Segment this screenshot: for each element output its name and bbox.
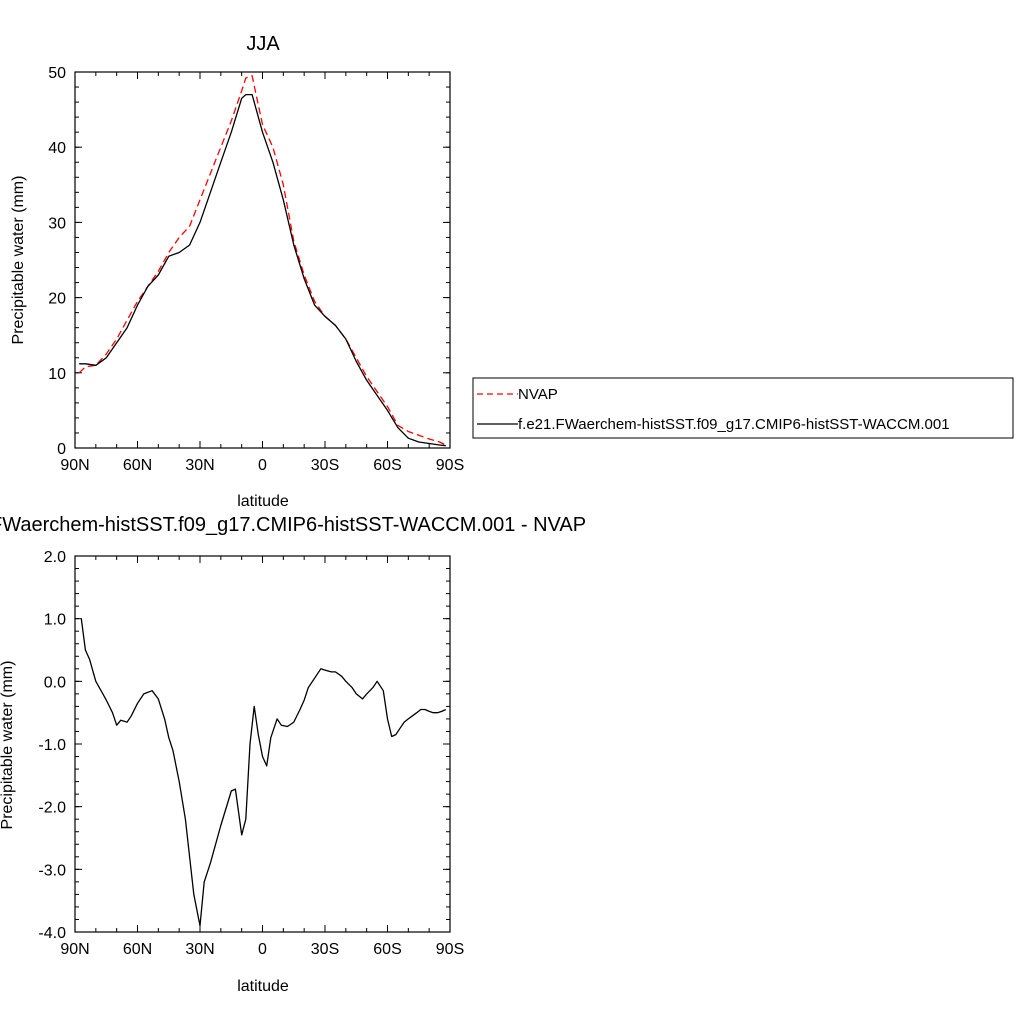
x-tick-label: 30N xyxy=(185,941,214,958)
chart-title: JJA xyxy=(246,33,280,55)
x-tick-label: 0 xyxy=(258,457,267,474)
y-tick-label: 2.0 xyxy=(44,549,66,566)
y-tick-label: -2.0 xyxy=(38,800,66,817)
plot-frame xyxy=(74,71,451,449)
y-tick-label: 0.0 xyxy=(44,674,66,691)
series-line-1 xyxy=(80,618,447,927)
y-tick-label: 20 xyxy=(48,291,66,308)
y-tick-label: 40 xyxy=(48,140,66,157)
y-tick-label: 1.0 xyxy=(44,612,66,629)
y-tick-label: -3.0 xyxy=(38,862,66,879)
x-tick-label: 30N xyxy=(185,457,214,474)
x-tick-label: 60S xyxy=(373,941,401,958)
x-tick-label: 90S xyxy=(436,941,464,958)
difference-chart-title: f.e21.FWaerchem-histSST.f09_g17.CMIP6-hi… xyxy=(0,514,586,536)
series-line-1 xyxy=(78,75,447,446)
y-axis-label: Precipitable water (mm) xyxy=(0,661,16,830)
x-tick-label: 30S xyxy=(311,941,339,958)
y-tick-label: 50 xyxy=(48,65,66,82)
x-tick-label: 90S xyxy=(436,457,464,474)
y-tick-label: 30 xyxy=(48,215,66,232)
x-tick-label: 60S xyxy=(373,457,401,474)
plot-frame xyxy=(74,555,451,933)
x-axis-label: latitude xyxy=(237,493,289,510)
y-axis-label: Precipitable water (mm) xyxy=(10,176,27,345)
x-tick-label: 60N xyxy=(123,941,152,958)
panel-bottom-chart: f.e21.FWaerchem-histSST.f09_g17.CMIP6-hi… xyxy=(0,514,586,995)
x-tick-label: 90N xyxy=(60,941,89,958)
y-tick-label: 10 xyxy=(48,366,66,383)
x-tick-label: 30S xyxy=(311,457,339,474)
x-tick-label: 90N xyxy=(60,457,89,474)
y-tick-label: -4.0 xyxy=(38,925,66,942)
y-tick-label: 0 xyxy=(57,441,66,458)
y-tick-label: -1.0 xyxy=(38,737,66,754)
legend-label-nvap: NVAP xyxy=(518,386,558,403)
x-tick-label: 0 xyxy=(258,941,267,958)
series-line-2 xyxy=(79,93,446,447)
legend-label-model: f.e21.FWaerchem-histSST.f09_g17.CMIP6-hi… xyxy=(518,416,950,433)
legend-box xyxy=(472,377,1014,439)
legend: NVAP f.e21.FWaerchem-histSST.f09_g17.CMI… xyxy=(472,377,1014,439)
x-tick-label: 60N xyxy=(123,457,152,474)
x-axis-label: latitude xyxy=(237,978,289,995)
panel-top-chart: JJA latitude Precipitable water (mm) 90N… xyxy=(10,33,464,510)
